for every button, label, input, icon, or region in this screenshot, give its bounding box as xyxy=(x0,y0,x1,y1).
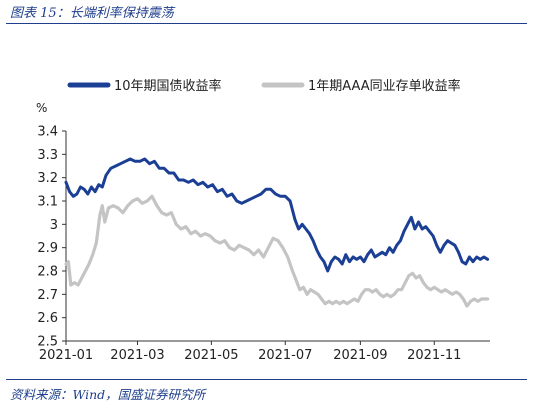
y-tick-label: 3.3 xyxy=(37,148,58,163)
y-axis: 2.5 2.6 2.7 2.8 2.9 3 3.1 3.2 3.3 3.4 xyxy=(37,125,67,350)
y-tick-label: 2.8 xyxy=(37,265,58,280)
legend-label-10y: 10年期国债收益率 xyxy=(114,78,222,94)
x-tick-label: 2021-01 xyxy=(39,348,93,363)
x-tick-label: 2021-09 xyxy=(333,348,387,363)
y-tick-label: 2.5 xyxy=(37,335,58,350)
figure-title: 图表 15：长端利率保持震荡 xyxy=(10,6,174,21)
legend: 10年期国债收益率 1年期AAA同业存单收益率 xyxy=(67,78,461,94)
x-tick-label: 2021-07 xyxy=(258,348,312,363)
y-tick-label: 2.9 xyxy=(37,241,58,256)
x-tick-label: 2021-05 xyxy=(184,348,238,363)
series-layer xyxy=(64,157,490,308)
y-tick-label: 2.7 xyxy=(37,288,58,303)
legend-label-1y: 1年期AAA同业存单收益率 xyxy=(308,78,461,94)
series-line-10y-treasury xyxy=(64,157,490,273)
x-tick-label: 2021-11 xyxy=(407,348,461,363)
title-rule xyxy=(6,23,527,24)
y-axis-unit: % xyxy=(36,101,47,115)
y-tick-label: 3.4 xyxy=(37,125,58,140)
x-tick-label: 2021-03 xyxy=(110,348,164,363)
x-axis: 2021-01 2021-03 2021-05 2021-07 2021-09 2021-… xyxy=(39,340,490,363)
figure-source: 资料来源：Wind，国盛证券研究所 xyxy=(10,387,206,402)
y-tick-label: 2.6 xyxy=(37,311,58,326)
y-tick-label: 3.1 xyxy=(37,195,58,210)
source-rule xyxy=(6,379,527,380)
y-tick-label: 3.2 xyxy=(37,171,58,186)
y-tick-label: 3 xyxy=(50,218,58,233)
series-line-1y-aaa-cd xyxy=(64,194,490,308)
